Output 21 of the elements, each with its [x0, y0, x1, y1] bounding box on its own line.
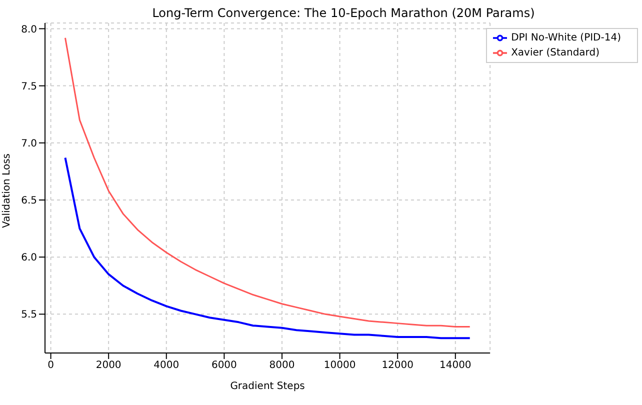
x-tick-label: 0: [48, 360, 54, 372]
line-series: [64, 156, 471, 340]
line-series: [64, 37, 471, 328]
y-tick-label: 6.5: [21, 196, 37, 207]
x-tick-label: 10000: [324, 360, 356, 372]
chart-title: Long-Term Convergence: The 10-Epoch Marathon (20M Params): [151, 6, 536, 20]
y-tick-label: 7.0: [21, 138, 37, 150]
y-tick-label: 6.0: [21, 252, 37, 264]
x-tick-label: 8000: [269, 360, 295, 372]
x-tick-label: 6000: [211, 360, 237, 372]
y-tick-label: 7.5: [21, 81, 37, 92]
x-tick-label: 2000: [96, 360, 122, 372]
legend-label: Xavier (Standard): [511, 47, 600, 58]
x-tick-label: 4000: [154, 360, 180, 372]
legend-label: DPI No-White (PID-14): [511, 32, 621, 44]
x-tick-label: 12000: [382, 360, 414, 372]
y-tick-label: 5.5: [21, 310, 37, 321]
y-axis-title: Validation Loss: [2, 154, 13, 228]
x-tick-label: 14000: [439, 360, 472, 372]
y-tick-label: 8.0: [21, 24, 37, 36]
x-axis-title: Gradient Steps: [230, 381, 305, 392]
